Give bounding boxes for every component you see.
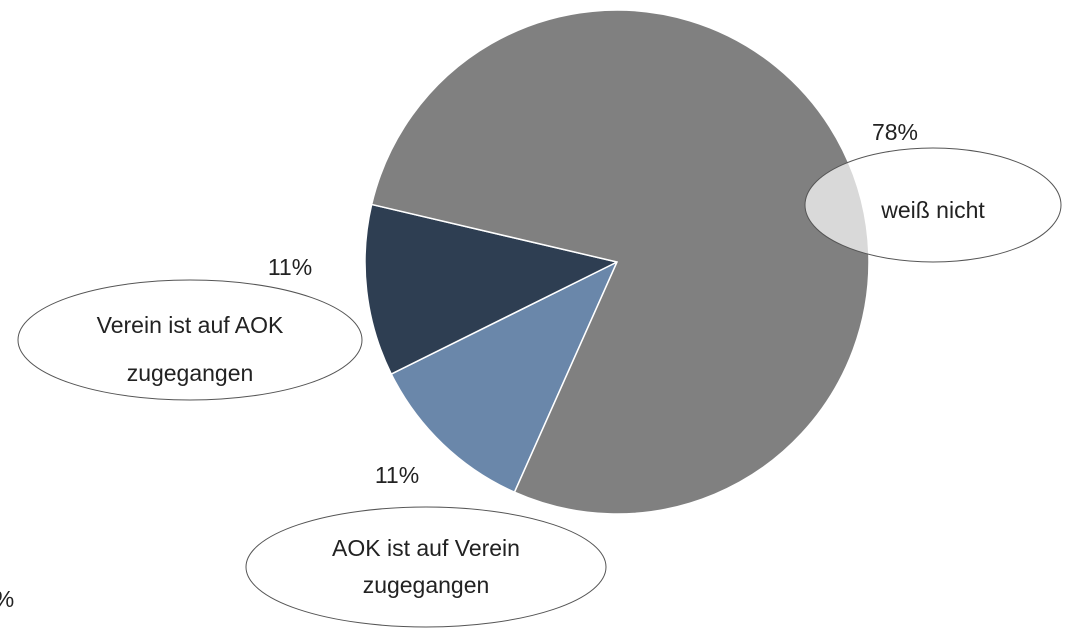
category-label: zugegangen [363,572,490,598]
value-label: 11% [375,462,419,488]
value-label: 11% [268,254,312,280]
pie-slice [390,260,619,494]
label-bubble [245,506,607,628]
pie-slice [364,203,620,376]
category-label: AOK ist auf Verein [332,535,520,561]
label-bubble [17,279,363,401]
category-label: zugegangen [127,360,254,386]
label-bubble [804,147,1062,263]
annotation: % [0,586,14,612]
category-label: Verein ist auf AOK [97,312,284,338]
pie-slice [370,9,870,515]
category-label: weiß nicht [880,197,985,223]
value-label: 78% [872,119,918,145]
